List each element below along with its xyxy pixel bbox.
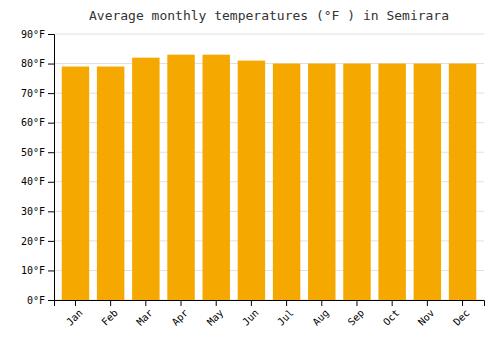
y-tick-label: 40°F xyxy=(21,176,45,187)
y-tick: 90°F xyxy=(21,29,54,40)
y-tick: 70°F xyxy=(21,88,54,99)
y-tick-mark xyxy=(48,34,54,35)
bars xyxy=(62,55,477,300)
x-tick-label: Jan xyxy=(64,307,85,328)
y-tick: 60°F xyxy=(21,117,54,128)
x-tick-label: Jul xyxy=(275,307,296,328)
bar xyxy=(273,64,300,300)
x-axis: Jan Feb Mar Apr May Jun Jul Aug Sep Oct Nov Dec xyxy=(55,300,485,328)
x-tick-mark xyxy=(392,300,393,306)
x-tick: Apr xyxy=(170,300,191,328)
bar xyxy=(97,67,124,300)
x-tick: Nov xyxy=(416,300,437,328)
x-tick-mark xyxy=(110,300,111,306)
y-tick-label: 30°F xyxy=(21,206,45,217)
y-tick-label: 50°F xyxy=(21,147,45,158)
y-tick-label: 80°F xyxy=(21,58,45,69)
y-tick: 80°F xyxy=(21,58,54,69)
x-tick: Jan xyxy=(64,300,85,328)
y-tick-label: 70°F xyxy=(21,88,45,99)
bar xyxy=(238,61,265,300)
y-tick-label: 60°F xyxy=(21,117,45,128)
x-axis-line xyxy=(55,301,485,307)
x-tick-label: Sep xyxy=(346,307,367,328)
grid xyxy=(54,34,484,300)
x-tick: Mar xyxy=(134,300,155,328)
x-tick-label: Aug xyxy=(310,307,331,328)
x-tick: Dec xyxy=(451,300,472,328)
x-tick-label: Apr xyxy=(170,307,191,328)
x-tick: May xyxy=(205,300,226,328)
x-tick-mark xyxy=(251,300,252,306)
y-tick-label: 10°F xyxy=(21,265,45,276)
x-tick: Aug xyxy=(310,300,331,328)
x-tick-mark xyxy=(181,300,182,306)
x-tick-mark xyxy=(321,300,322,306)
chart: 0°F 10°F 20°F 30°F 40°F 50°F 60°F 70°F 80°F 90°F J… xyxy=(0,0,500,350)
x-tick-label: Oct xyxy=(381,307,402,328)
y-tick: 40°F xyxy=(21,176,54,187)
bar xyxy=(378,64,405,300)
bar xyxy=(414,64,441,300)
y-tick: 10°F xyxy=(21,265,54,276)
x-tick-label: Mar xyxy=(134,307,155,328)
bar xyxy=(308,64,335,300)
x-tick-label: Dec xyxy=(451,307,472,328)
bar xyxy=(202,55,229,300)
x-tick-label: Nov xyxy=(416,307,437,328)
y-axis: 0°F 10°F 20°F 30°F 40°F 50°F 60°F 70°F 80°F 90°F xyxy=(21,29,55,306)
y-tick-mark xyxy=(48,211,54,212)
x-tick-label: Feb xyxy=(99,307,120,328)
bar xyxy=(62,67,89,300)
bar xyxy=(132,58,159,300)
x-tick: Jul xyxy=(275,300,296,328)
y-tick-mark xyxy=(48,182,54,183)
x-tick-label: Jun xyxy=(240,307,261,328)
bar xyxy=(449,64,476,300)
x-tick-mark xyxy=(216,300,217,306)
y-tick-mark xyxy=(48,64,54,65)
y-tick-label: 20°F xyxy=(21,236,45,247)
x-tick-label: May xyxy=(205,307,226,328)
plot-area: 0°F 10°F 20°F 30°F 40°F 50°F 60°F 70°F 80°F 90°F J… xyxy=(21,29,485,328)
x-tick: Oct xyxy=(381,300,402,328)
x-tick-mark xyxy=(145,300,146,306)
x-tick-mark xyxy=(356,300,357,306)
x-tick: Feb xyxy=(99,300,120,328)
x-tick: Sep xyxy=(346,300,367,328)
x-tick-mark xyxy=(427,300,428,306)
x-tick-mark xyxy=(75,300,76,306)
title: Average monthly temperatures (°F ) in Se… xyxy=(89,8,449,23)
y-tick-mark xyxy=(48,241,54,242)
y-tick: 30°F xyxy=(21,206,54,217)
y-tick-label: 0°F xyxy=(27,295,45,306)
bar xyxy=(167,55,194,300)
x-tick: Jun xyxy=(240,300,261,328)
y-tick-mark xyxy=(48,300,54,301)
bar xyxy=(343,64,370,300)
y-tick-mark xyxy=(48,270,54,271)
y-tick: 0°F xyxy=(27,295,54,306)
y-tick-mark xyxy=(48,123,54,124)
y-axis-line xyxy=(48,35,55,301)
y-tick-mark xyxy=(48,93,54,94)
y-tick-label: 90°F xyxy=(21,29,45,40)
y-tick: 20°F xyxy=(21,236,54,247)
y-tick-mark xyxy=(48,152,54,153)
x-tick-mark xyxy=(462,300,463,306)
grid-line xyxy=(54,34,484,35)
x-tick-mark xyxy=(286,300,287,306)
y-tick: 50°F xyxy=(21,147,54,158)
